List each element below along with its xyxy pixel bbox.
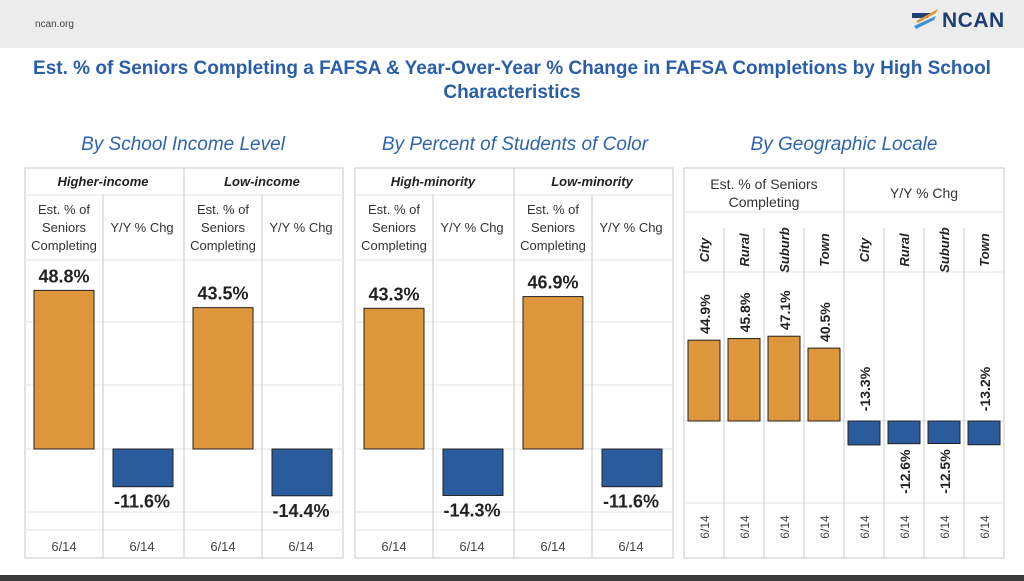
data-label-est-income: 43.5% [197,284,248,304]
ncan-logo: NCAN [910,6,1005,36]
bar-chg-income [271,448,333,497]
group-header-locale: Y/Y % Chg [890,185,958,201]
category-label-locale: Town [977,233,992,267]
data-label-est-income: 48.8% [38,266,89,286]
bar-chg-color [601,448,663,488]
data-label-est-color: 43.3% [368,284,419,304]
data-label-chg-locale: -12.6% [897,449,913,494]
column-label-est-income: Est. % of Seniors Completing [190,202,256,253]
data-label-est-locale: 44.9% [697,294,713,334]
bar-chg-locale [887,420,921,445]
column-label-est-income: Est. % of Seniors Completing [31,202,97,253]
bar-chg-income [112,448,174,488]
panel-title-color: By Percent of Students of Color [381,134,649,155]
column-label-chg-color: Y/Y % Chg [599,220,662,235]
data-label-chg-locale: -12.5% [937,449,953,494]
category-label-locale: Town [817,233,832,267]
panel-title-locale: By Geographic Locale [750,134,938,155]
data-label-est-locale: 47.1% [777,290,793,330]
category-label-locale: City [857,237,872,262]
column-label-chg-income: Y/Y % Chg [269,220,332,235]
group-header-color: High-minority [391,174,476,189]
top-bar: ncan.org NCAN [0,0,1024,48]
bar-est-income [192,307,254,450]
footer-date-income: 6/14 [51,539,76,554]
bar-chg-color [442,448,504,496]
data-label-chg-locale: -13.2% [977,366,993,411]
footer-date-locale: 6/14 [938,515,952,539]
data-label-est-locale: 45.8% [737,292,753,332]
bar-chg-locale [967,420,1001,446]
category-label-locale: City [697,237,712,262]
footer-date-income: 6/14 [288,539,313,554]
bar-est-locale [807,347,841,422]
footer-date-color: 6/14 [381,539,406,554]
bar-chg-locale [847,420,881,446]
footer-date-income: 6/14 [210,539,235,554]
category-label-locale: Suburb [777,227,792,273]
footer-date-income: 6/14 [129,539,154,554]
column-label-chg-color: Y/Y % Chg [440,220,503,235]
footer-date-locale: 6/14 [898,515,912,539]
column-label-est-color: Est. % of Seniors Completing [520,202,586,253]
bar-chg-locale [927,420,961,444]
data-label-chg-income: -11.6% [114,492,170,512]
column-label-chg-income: Y/Y % Chg [110,220,173,235]
bar-est-income [33,289,95,450]
data-label-est-locale: 40.5% [817,302,833,342]
footer-date-color: 6/14 [540,539,565,554]
site-url[interactable]: ncan.org [35,19,74,30]
bar-est-locale [727,338,761,422]
group-header-income: Low-income [224,174,300,189]
group-header-income: Higher-income [57,174,148,189]
panel-title-income: By School Income Level [81,134,285,155]
group-header-color: Low-minority [551,174,633,189]
page-title: Est. % of Seniors Completing a FAFSA & Y… [33,58,991,103]
bar-est-locale [767,335,801,422]
footer-date-locale: 6/14 [818,515,832,539]
bar-est-color [363,307,425,450]
footer-date-color: 6/14 [618,539,643,554]
logo-text: NCAN [942,9,1005,32]
data-label-est-color: 46.9% [527,273,578,293]
category-label-locale: Rural [737,233,752,267]
footer-date-locale: 6/14 [738,515,752,539]
column-label-est-color: Est. % of Seniors Completing [361,202,427,253]
footer-date-color: 6/14 [459,539,484,554]
category-label-locale: Rural [897,233,912,267]
footer-date-locale: 6/14 [698,515,712,539]
data-label-chg-color: -14.3% [443,500,500,520]
data-label-chg-income: -14.4% [272,501,329,521]
bottom-bar [0,575,1024,581]
footer-date-locale: 6/14 [978,515,992,539]
group-header-locale: Est. % of Seniors Completing [710,176,817,210]
footer-date-locale: 6/14 [858,515,872,539]
bar-est-locale [687,339,721,422]
bar-est-color [522,296,584,450]
footer-date-locale: 6/14 [778,515,792,539]
category-label-locale: Suburb [937,227,952,273]
data-label-chg-color: -11.6% [603,492,659,512]
data-label-chg-locale: -13.3% [857,366,873,411]
ncan-logo-icon [912,9,938,29]
